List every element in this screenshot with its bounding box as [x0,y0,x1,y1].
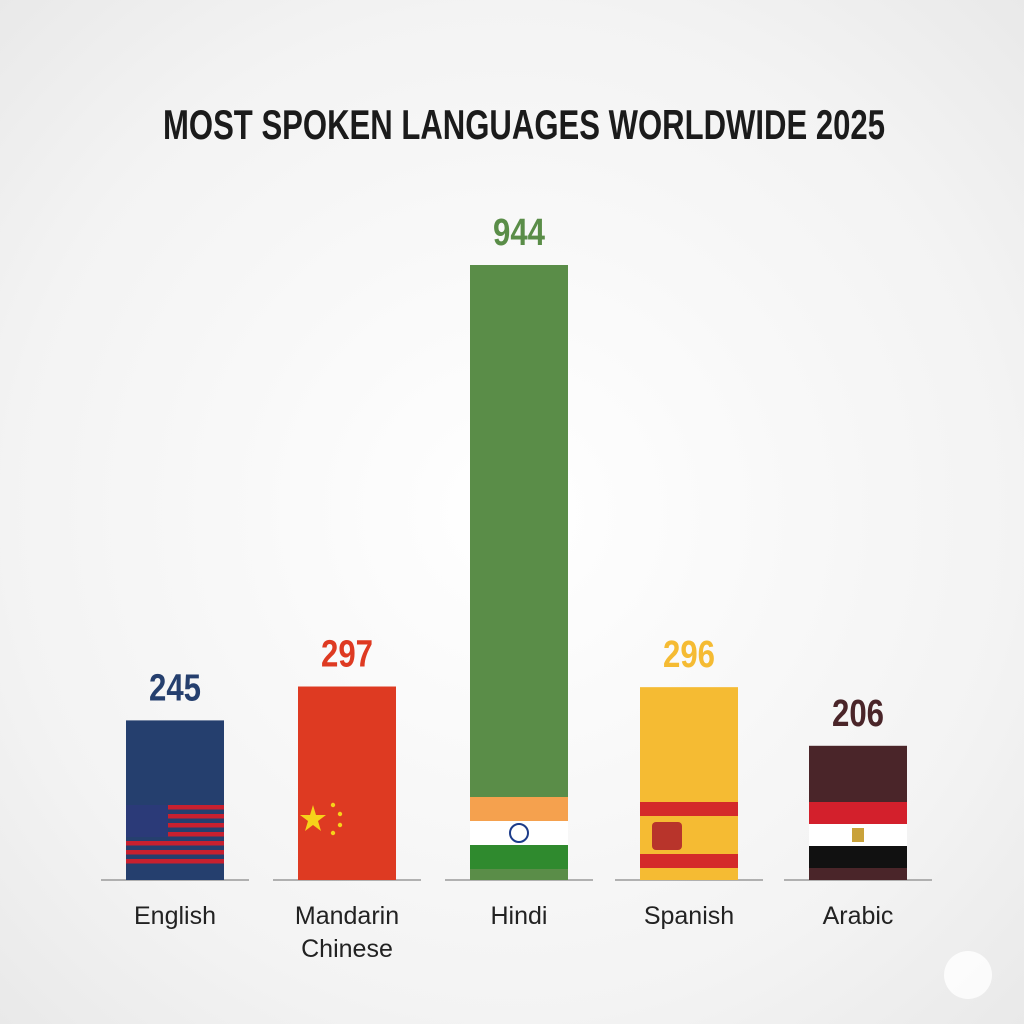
bar [470,265,568,880]
flag-stripe [470,797,568,821]
value-label: 245 [149,667,201,709]
flag-emblem [652,822,682,850]
value-label: 206 [832,693,884,735]
flag-wheel [509,823,529,843]
category-label: Hindi [490,902,548,930]
flag-star [330,830,336,836]
bar [298,686,396,880]
flag-stripe [809,802,907,824]
flag-canton [126,805,168,837]
badge [944,951,992,999]
category-label: Spanish [643,902,735,930]
flag-stripe [126,805,224,810]
flag-stripe [470,845,568,869]
flag-stripe [809,846,907,868]
category-label: English [134,902,216,930]
flag-emblem [852,828,864,842]
flag-stripe [640,802,738,816]
bar [126,720,224,880]
flag [126,805,224,864]
flag [470,797,568,869]
bar [640,687,738,880]
chart-title: MOST SPOKEN LANGUAGES WORLDWIDE 2025 [163,101,885,148]
flag-stripe [126,832,224,837]
flag-star [337,822,343,828]
category-label: Arabic [822,902,894,930]
value-label: 297 [321,634,373,676]
category-label: Mandarin Chinese [294,902,400,963]
value-label: 296 [663,634,715,676]
flag-stripe [640,854,738,868]
flag-stripe [126,859,224,864]
flag [809,802,907,868]
flag [300,802,343,836]
flag-stripe [126,850,224,855]
flag-star [300,805,326,831]
value-label: 944 [493,212,545,254]
flag-stripe [126,814,224,819]
flag-stripe [126,841,224,846]
flag [640,802,738,868]
flag-star [330,802,336,808]
flag-star [337,811,343,817]
flag-stripe [126,823,224,828]
